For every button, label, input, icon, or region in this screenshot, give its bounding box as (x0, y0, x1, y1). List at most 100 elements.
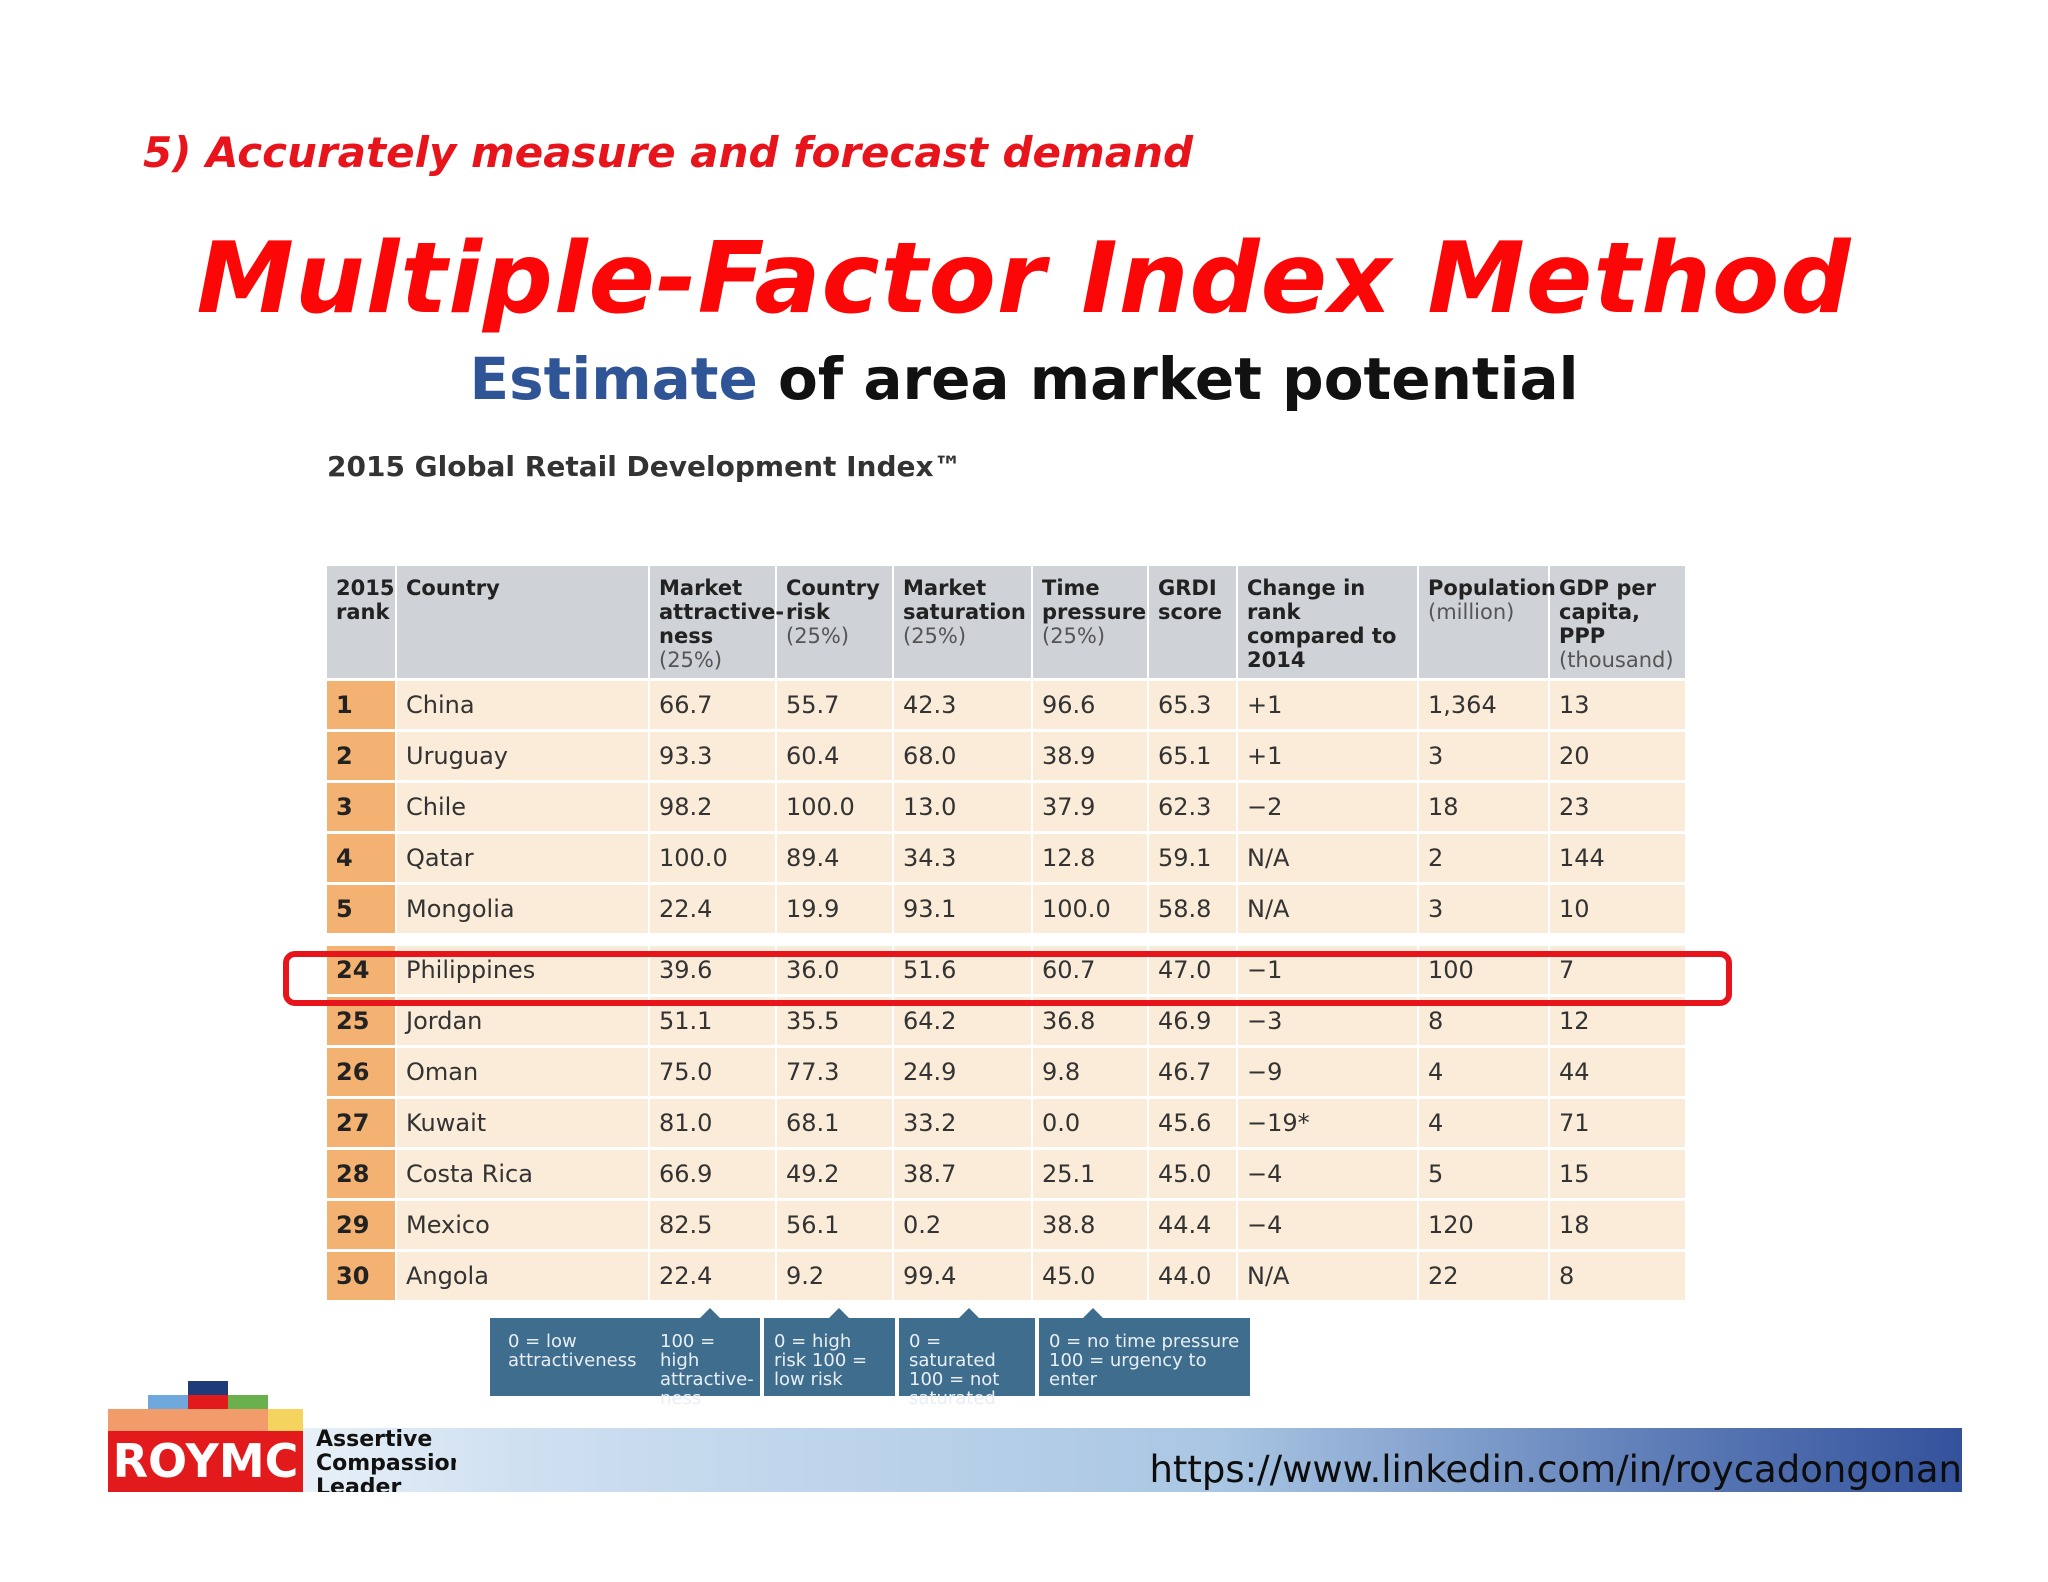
header-market-saturation: Market saturation (25%) (894, 566, 1033, 678)
cell-market-attractiveness: 98.2 (650, 783, 777, 831)
cell-rank: 5 (327, 885, 397, 933)
header-country-risk: Country risk (25%) (777, 566, 894, 678)
table-row: 29 Mexico 82.5 56.1 0.2 38.8 44.4 −4 120 18 (327, 1201, 1687, 1249)
cell-gdp-per-capita: 13 (1550, 681, 1687, 729)
cell-population: 18 (1419, 783, 1550, 831)
cell-change-in-rank: −2 (1238, 783, 1419, 831)
cell-market-saturation: 93.1 (894, 885, 1033, 933)
cell-gdp-per-capita: 18 (1550, 1201, 1687, 1249)
cell-rank: 26 (327, 1048, 397, 1096)
cell-population: 2 (1419, 834, 1550, 882)
cell-country-risk: 56.1 (777, 1201, 894, 1249)
cell-population: 120 (1419, 1201, 1550, 1249)
cell-market-saturation: 13.0 (894, 783, 1033, 831)
cell-grdi-score: 58.8 (1149, 885, 1238, 933)
cell-market-saturation: 33.2 (894, 1099, 1033, 1147)
cell-country-risk: 89.4 (777, 834, 894, 882)
section-kicker: 5) Accurately measure and forecast deman… (143, 128, 1194, 177)
cell-country-risk: 60.4 (777, 732, 894, 780)
cell-change-in-rank: +1 (1238, 732, 1419, 780)
cell-change-in-rank: +1 (1238, 681, 1419, 729)
cell-market-saturation: 24.9 (894, 1048, 1033, 1096)
cell-change-in-rank: −4 (1238, 1150, 1419, 1198)
cell-grdi-score: 65.1 (1149, 732, 1238, 780)
legend-attract-low: 0 = low attractiveness (508, 1331, 637, 1371)
cell-country: Mexico (397, 1201, 650, 1249)
table-row: 2 Uruguay 93.3 60.4 68.0 38.9 65.1 +1 3 20 (327, 732, 1687, 780)
cell-market-saturation: 38.7 (894, 1150, 1033, 1198)
cell-country-risk: 68.1 (777, 1099, 894, 1147)
cell-market-attractiveness: 66.7 (650, 681, 777, 729)
legend-saturation-text: 0 = saturated 100 = not saturated (909, 1331, 1000, 1409)
legend-risk-text: 0 = high risk 100 = low risk (774, 1331, 868, 1390)
cell-gdp-per-capita: 20 (1550, 732, 1687, 780)
grdi-table: 2015 rank Country Market attractive-ness… (327, 566, 1687, 1300)
table-row: 27 Kuwait 81.0 68.1 33.2 0.0 45.6 −19* 4 71 (327, 1099, 1687, 1147)
table-row: 4 Qatar 100.0 89.4 34.3 12.8 59.1 N/A 2 144 (327, 834, 1687, 882)
legend-attract-high: 100 = high attractive-ness (660, 1331, 754, 1409)
cell-rank: 30 (327, 1252, 397, 1300)
roymc-logo: ROYMC (108, 1381, 308, 1492)
cell-market-attractiveness: 22.4 (650, 885, 777, 933)
cell-rank: 3 (327, 783, 397, 831)
cell-market-attractiveness: 75.0 (650, 1048, 777, 1096)
cell-country: Angola (397, 1252, 650, 1300)
cell-time-pressure: 12.8 (1033, 834, 1149, 882)
cell-population: 1,364 (1419, 681, 1550, 729)
cell-grdi-score: 62.3 (1149, 783, 1238, 831)
cell-gdp-per-capita: 144 (1550, 834, 1687, 882)
cell-country-risk: 9.2 (777, 1252, 894, 1300)
footer-url[interactable]: https://www.linkedin.com/in/roycadongona… (1149, 1448, 1962, 1491)
cell-change-in-rank: −4 (1238, 1201, 1419, 1249)
cell-time-pressure: 45.0 (1033, 1252, 1149, 1300)
cell-population: 4 (1419, 1099, 1550, 1147)
cell-country: Oman (397, 1048, 650, 1096)
table-body-bottom: 24 Philippines 39.6 36.0 51.6 60.7 47.0 −1 100 7 2… (327, 946, 1687, 1300)
cell-market-saturation: 99.4 (894, 1252, 1033, 1300)
logo-text: ROYMC (108, 1431, 303, 1492)
cell-rank: 28 (327, 1150, 397, 1198)
cell-country: Qatar (397, 834, 650, 882)
cell-gdp-per-capita: 44 (1550, 1048, 1687, 1096)
logo-tagline: Assertive Compassionate Leader (316, 1428, 456, 1492)
cell-gdp-per-capita: 10 (1550, 885, 1687, 933)
cell-gdp-per-capita: 71 (1550, 1099, 1687, 1147)
cell-change-in-rank: N/A (1238, 1252, 1419, 1300)
slide-title: Multiple-Factor Index Method (196, 222, 1852, 336)
cell-time-pressure: 96.6 (1033, 681, 1149, 729)
subtitle-emphasis: Estimate (469, 345, 758, 413)
cell-market-attractiveness: 81.0 (650, 1099, 777, 1147)
cell-grdi-score: 65.3 (1149, 681, 1238, 729)
cell-time-pressure: 9.8 (1033, 1048, 1149, 1096)
subtitle-rest: of area market potential (757, 345, 1579, 413)
footer-band (108, 1428, 1962, 1492)
header-gdp-per-capita: GDP per capita, PPP (thousand) (1550, 566, 1687, 678)
cell-country: Costa Rica (397, 1150, 650, 1198)
cell-market-attractiveness: 93.3 (650, 732, 777, 780)
header-change-in-rank: Change in rank compared to 2014 (1238, 566, 1419, 678)
cell-rank: 2 (327, 732, 397, 780)
cell-change-in-rank: N/A (1238, 885, 1419, 933)
legend-saturation: 0 = saturated 100 = not saturated (899, 1308, 1035, 1408)
cell-country: China (397, 681, 650, 729)
cell-market-saturation: 34.3 (894, 834, 1033, 882)
legend-time-pressure: 0 = no time pressure 100 = urgency to en… (1039, 1308, 1250, 1396)
header-population: Population (million) (1419, 566, 1556, 678)
cell-country-risk: 77.3 (777, 1048, 894, 1096)
cell-time-pressure: 38.9 (1033, 732, 1149, 780)
cell-time-pressure: 37.9 (1033, 783, 1149, 831)
cell-change-in-rank: N/A (1238, 834, 1419, 882)
cell-population: 5 (1419, 1150, 1550, 1198)
cell-rank: 27 (327, 1099, 397, 1147)
cell-change-in-rank: −9 (1238, 1048, 1419, 1096)
legend-risk: 0 = high risk 100 = low risk (764, 1308, 895, 1396)
cell-population: 3 (1419, 732, 1550, 780)
header-rank: 2015 rank (327, 566, 397, 678)
cell-market-saturation: 68.0 (894, 732, 1033, 780)
cell-rank: 1 (327, 681, 397, 729)
header-country: Country (397, 566, 650, 678)
cell-market-attractiveness: 100.0 (650, 834, 777, 882)
cell-country-risk: 55.7 (777, 681, 894, 729)
cell-gdp-per-capita: 8 (1550, 1252, 1687, 1300)
table-row: 30 Angola 22.4 9.2 99.4 45.0 44.0 N/A 22 8 (327, 1252, 1687, 1300)
